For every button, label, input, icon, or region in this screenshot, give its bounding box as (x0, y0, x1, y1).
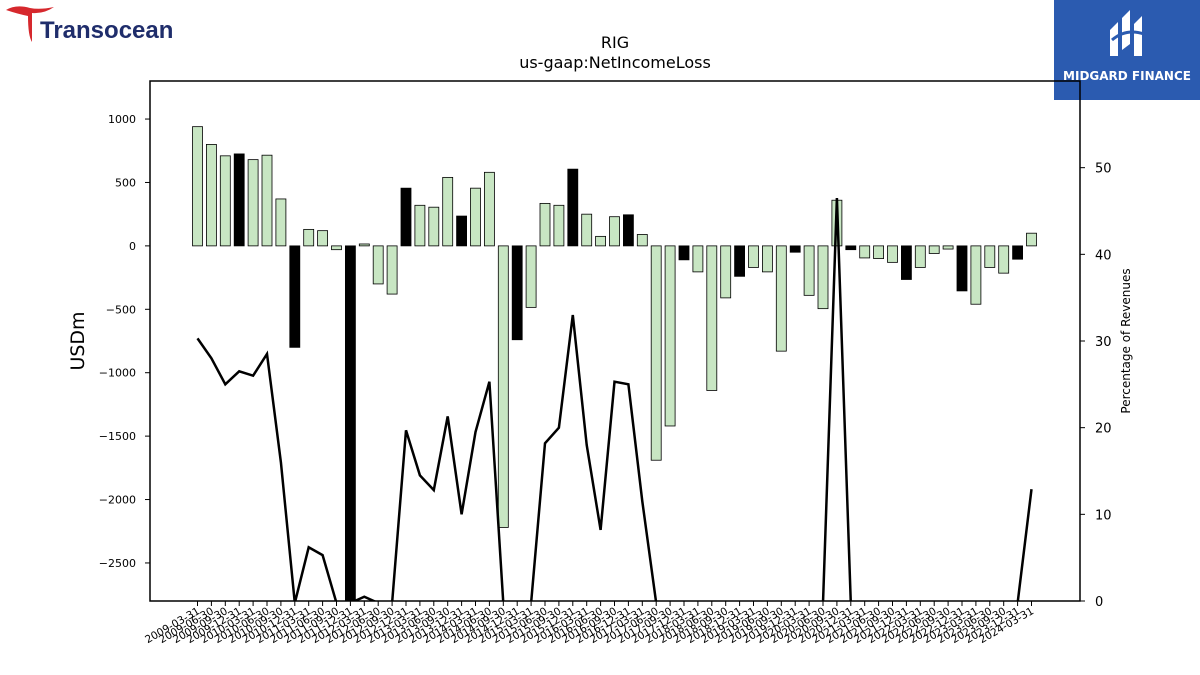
x-axis: 2009-03-312009-06-302009-09-302009-12-31… (143, 601, 1036, 646)
bar-2014-09-30 (497, 245, 509, 528)
bar-2019-09-30 (775, 245, 787, 352)
y2-axis-label: Percentage of Revenues (1119, 268, 1133, 413)
chart-subtitle: us-gaap:NetIncomeLoss (519, 53, 711, 72)
bar-2019-03-31 (748, 245, 759, 268)
bar-2013-09-30 (442, 176, 454, 247)
bar-2023-06-30 (984, 245, 996, 268)
bar-2015-09-30 (553, 204, 565, 247)
y2-tick-label: 50 (1095, 162, 1112, 177)
bar-2022-06-30 (928, 245, 940, 254)
bars-layer (192, 126, 1037, 602)
bar-2012-03-31 (358, 243, 370, 247)
bar-2020-12-31 (845, 245, 857, 251)
bar-2009-03-31 (192, 126, 203, 247)
bar-2013-06-30 (428, 206, 440, 247)
bar-2016-06-30 (595, 235, 606, 247)
y-tick-label: −500 (106, 303, 136, 316)
bar-2022-03-31 (914, 245, 926, 268)
y2-tick-label: 10 (1095, 508, 1112, 523)
y2-tick-label: 20 (1095, 422, 1112, 437)
bar-2021-06-30 (873, 245, 884, 259)
bar-2009-09-30 (219, 155, 231, 247)
bar-2016-03-31 (581, 213, 593, 247)
y-tick-label: −1000 (99, 367, 136, 380)
bar-2012-09-30 (386, 245, 398, 295)
y-tick-label: −2500 (99, 557, 136, 570)
bar-2013-03-31 (414, 204, 426, 247)
bar-2018-09-30 (720, 245, 732, 299)
midgard-wordmark: MIDGARD FINANCE (1063, 69, 1191, 83)
bar-2011-12-31 (344, 245, 356, 602)
transocean-mark-icon (6, 6, 54, 42)
bar-2020-03-31 (803, 245, 815, 296)
bar-2010-12-31 (289, 245, 301, 348)
y2-tick-label: 0 (1095, 595, 1103, 610)
bar-2021-03-31 (859, 245, 871, 259)
bar-2012-12-31 (400, 187, 412, 247)
bar-2009-12-31 (233, 153, 245, 247)
bar-2021-09-30 (887, 245, 898, 263)
bar-2023-03-31 (970, 245, 982, 305)
bar-2014-06-30 (483, 171, 495, 247)
bar-2019-06-30 (762, 245, 773, 273)
bar-2012-06-30 (372, 245, 384, 285)
y-axis-label: USDm (67, 311, 89, 370)
transocean-logo: Transocean (6, 6, 173, 44)
y-tick-label: 500 (115, 176, 136, 189)
bar-2023-09-30 (998, 245, 1010, 274)
bar-2017-06-30 (650, 245, 662, 461)
bar-2015-12-31 (567, 168, 579, 247)
midgard-mark-icon: MIDGARD FINANCE (1063, 10, 1191, 83)
y2-tick-label: 30 (1095, 335, 1112, 350)
bar-2023-12-31 (1012, 245, 1023, 260)
bar-2016-12-31 (623, 214, 634, 247)
y-tick-label: −1500 (99, 430, 136, 443)
bar-2021-12-31 (901, 245, 912, 280)
bar-2009-06-30 (205, 144, 217, 247)
bar-2017-09-30 (664, 245, 676, 427)
line-layer (196, 197, 1033, 601)
bar-2013-12-31 (456, 215, 468, 247)
bar-2014-12-31 (511, 245, 523, 341)
percentage-line (196, 197, 1033, 601)
bar-2015-06-30 (539, 202, 551, 247)
bar-2011-03-31 (303, 228, 315, 247)
bar-2015-03-31 (525, 245, 537, 308)
y-axis: 1000 500 0 −500 −1000 −1500 −2000 −2500 (99, 113, 150, 570)
bar-2019-12-31 (789, 245, 801, 253)
bar-2011-06-30 (317, 230, 329, 247)
bar-2018-12-31 (734, 245, 745, 277)
bar-2010-09-30 (275, 198, 287, 247)
bar-2020-06-30 (817, 245, 829, 310)
bar-2010-03-31 (247, 159, 259, 247)
y-tick-label: 1000 (108, 113, 136, 126)
bar-2018-03-31 (692, 245, 704, 273)
bar-2017-12-31 (678, 245, 690, 261)
bar-2018-06-30 (706, 245, 718, 391)
bar-2011-09-30 (331, 245, 342, 251)
y2-axis: 0 10 20 30 40 50 (1080, 162, 1112, 610)
y2-tick-label: 40 (1095, 248, 1112, 263)
y-tick-label: −2000 (99, 494, 136, 507)
transocean-wordmark: Transocean (40, 17, 173, 44)
bar-2022-12-31 (956, 245, 968, 292)
bar-2024-03-31 (1026, 232, 1037, 247)
bar-2017-03-31 (636, 234, 648, 247)
bar-2010-06-30 (261, 154, 273, 247)
bar-2022-09-30 (942, 245, 954, 250)
bar-2016-09-30 (609, 216, 620, 247)
y-tick-label: 0 (129, 240, 136, 253)
midgard-finance-logo: MIDGARD FINANCE (1054, 0, 1200, 100)
chart-title: RIG (601, 33, 629, 52)
bar-2014-03-31 (470, 187, 481, 247)
